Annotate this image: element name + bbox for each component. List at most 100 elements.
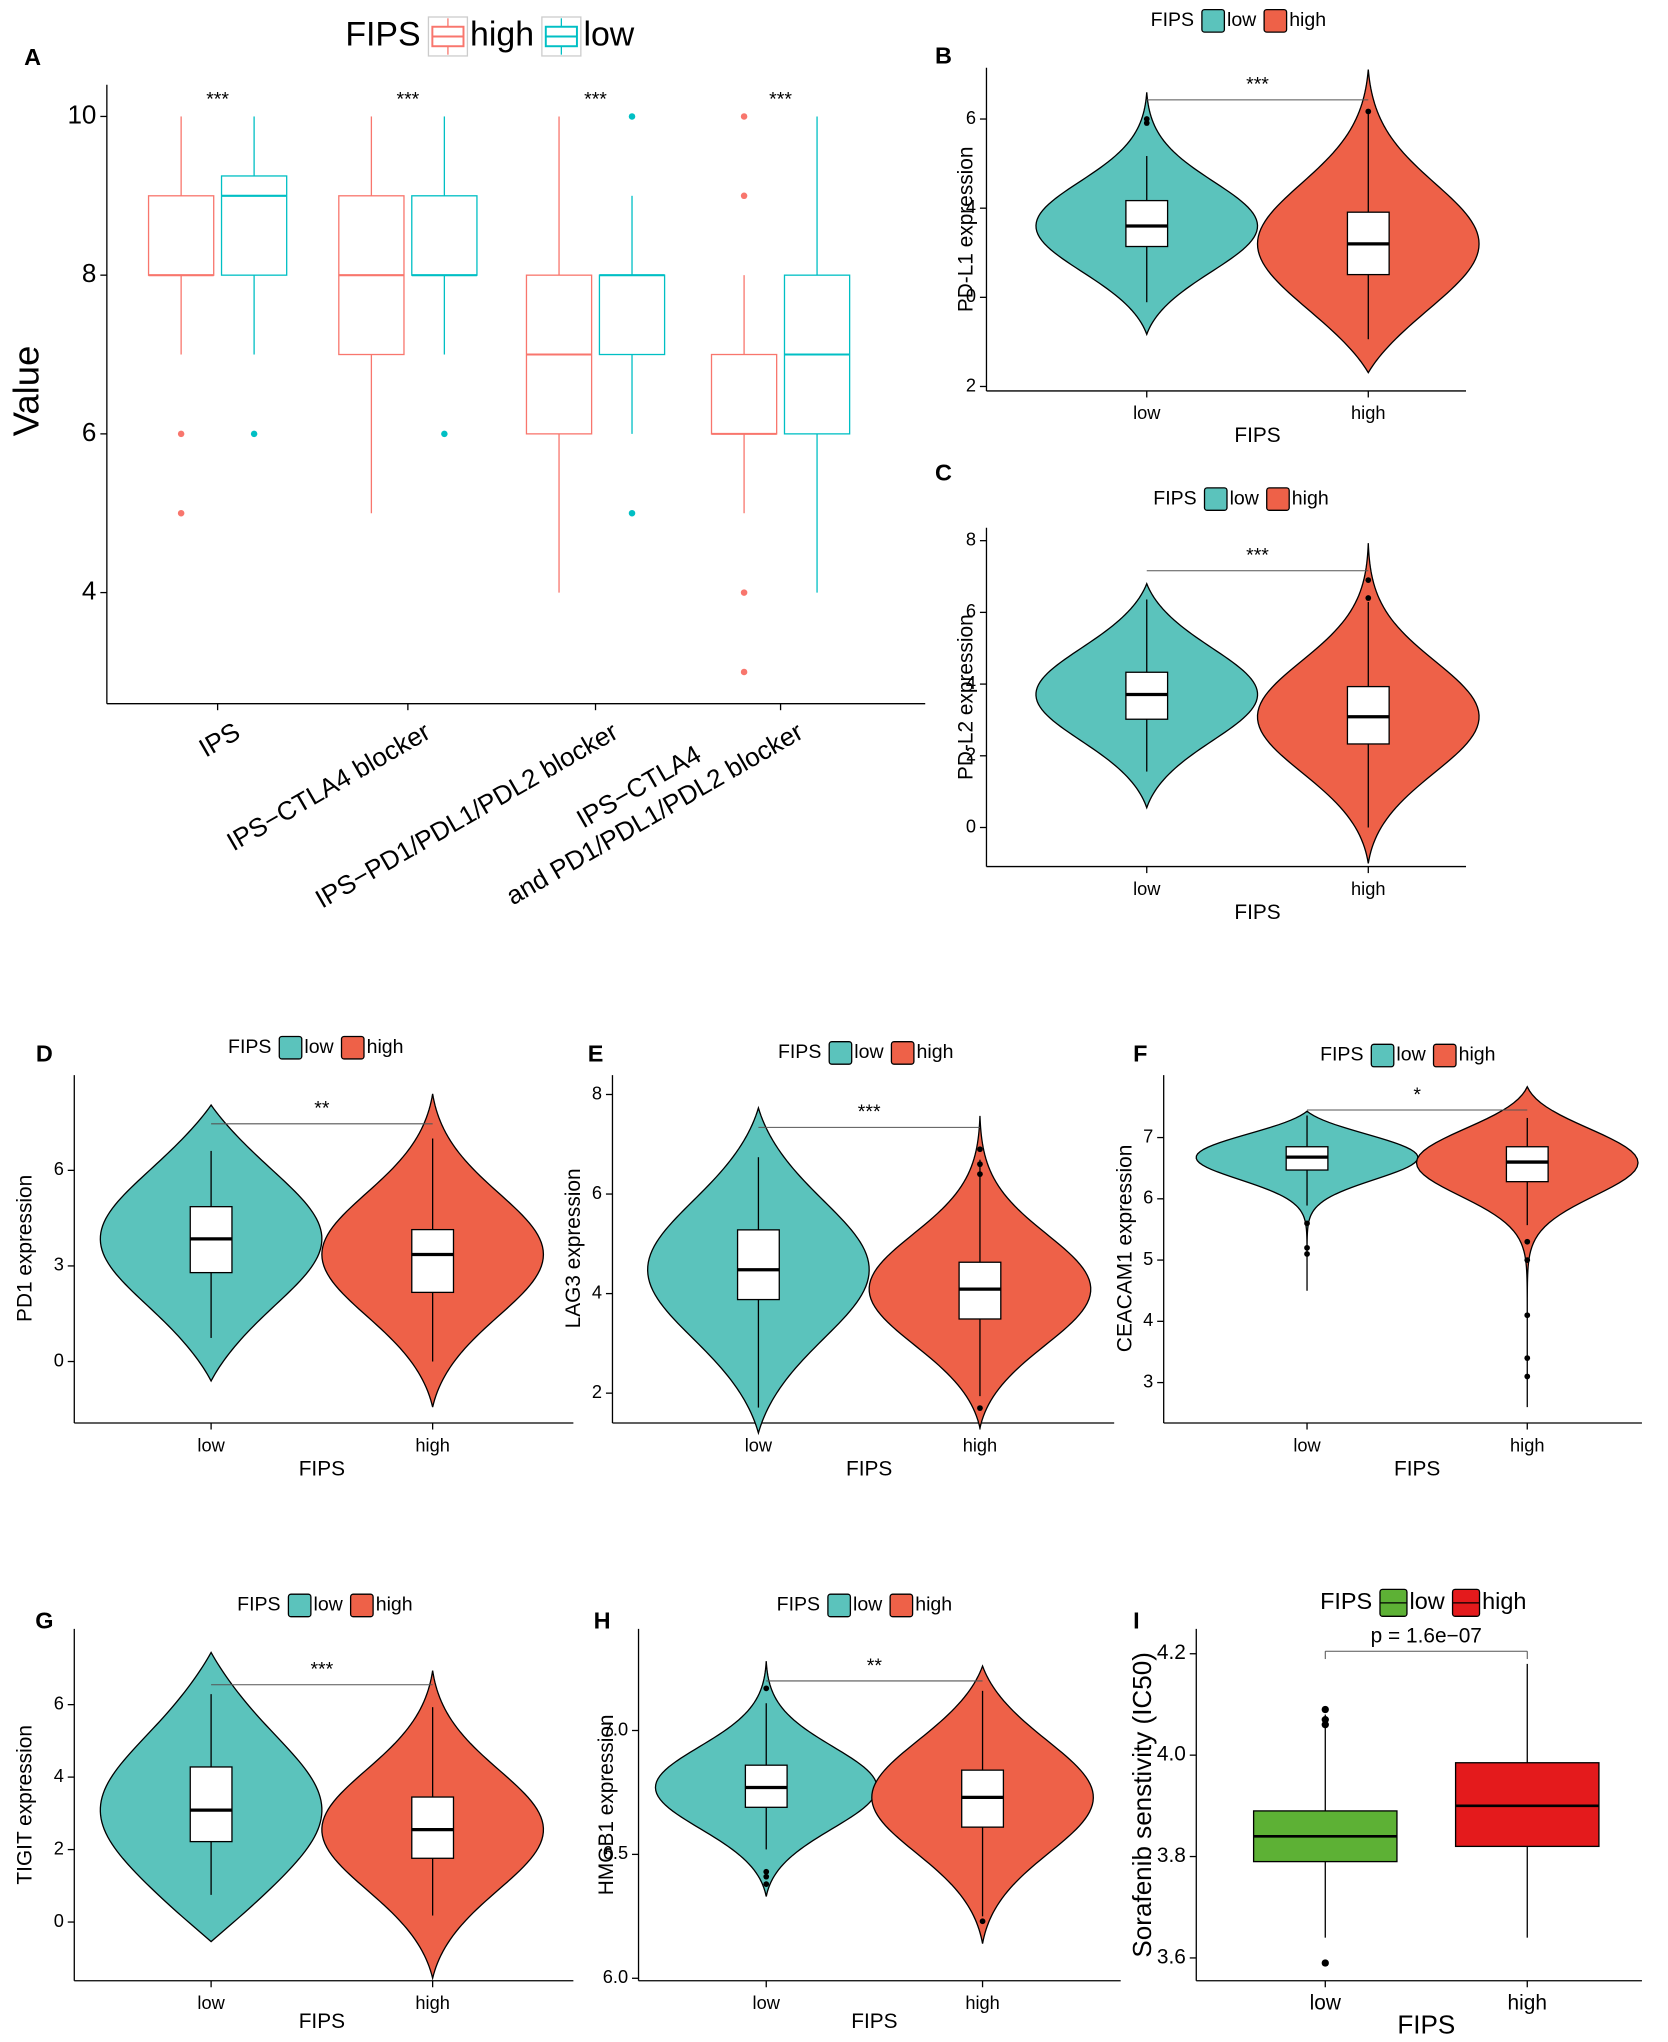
outlier xyxy=(1321,1716,1329,1724)
y-tick-label: 3 xyxy=(54,1254,64,1275)
x-tick-label: high xyxy=(1351,402,1385,423)
significance: ** xyxy=(314,1098,330,1120)
legend-title: FIPS xyxy=(1153,487,1196,509)
box xyxy=(598,274,666,356)
y-tick-label: 6.5 xyxy=(603,1842,628,1863)
outlier xyxy=(763,1873,770,1880)
significance: *** xyxy=(1246,545,1269,567)
legend-label: high xyxy=(367,1036,404,1058)
panel: C 0 2 4 6 8 PD-L2 expression FIPS FIPS low high low… xyxy=(935,460,1480,924)
legend-label: low xyxy=(313,1594,343,1616)
x-tick-label: high xyxy=(965,1992,999,2013)
y-tick-label: 4 xyxy=(966,196,976,217)
significance: *** xyxy=(1246,74,1269,96)
x-axis-label: FIPS xyxy=(1234,901,1280,924)
y-tick-label: 2 xyxy=(592,1381,602,1402)
x-tick-label: IPS xyxy=(194,716,245,763)
y-tick-label: 5 xyxy=(1143,1248,1153,1269)
x-tick-label: high xyxy=(1351,878,1385,899)
significance: *** xyxy=(584,88,607,110)
legend-label: low xyxy=(304,1036,334,1058)
outlier xyxy=(977,1171,983,1178)
x-tick-label: low xyxy=(745,1434,773,1455)
box xyxy=(1505,1146,1549,1183)
y-tick-label: 10 xyxy=(67,99,96,129)
y-axis-label: Value xyxy=(5,346,46,437)
y-tick-label: 7.0 xyxy=(603,1718,628,1739)
x-tick-label: low xyxy=(1133,878,1161,899)
x-axis-label: FIPS xyxy=(851,2010,897,2033)
legend-label: low xyxy=(1410,1588,1445,1614)
legend-key xyxy=(340,1035,365,1060)
y-tick-label: 6 xyxy=(54,1158,64,1179)
y-tick-label: 6 xyxy=(1143,1187,1153,1208)
box xyxy=(220,175,288,276)
legend-label: low xyxy=(583,15,634,53)
x-tick-label: high xyxy=(1508,1992,1547,2015)
legend-title: FIPS xyxy=(1151,9,1194,31)
panel-letter: G xyxy=(35,1608,53,1634)
x-axis-label: FIPS xyxy=(1394,1457,1440,1480)
legend-title: FIPS xyxy=(778,1041,821,1063)
outlier xyxy=(1365,108,1372,115)
x-axis-label: FIPS xyxy=(299,1457,345,1480)
outlier xyxy=(177,509,185,517)
legend-title: FIPS xyxy=(237,1594,280,1616)
x-axis-label: FIPS xyxy=(1234,424,1280,447)
legend-key xyxy=(1432,1043,1457,1068)
legend: FIPS low high xyxy=(1151,8,1326,33)
y-tick-label: 8 xyxy=(592,1082,602,1103)
legend-label: high xyxy=(1459,1044,1496,1066)
outlier xyxy=(763,1868,770,1875)
y-tick-label: 2 xyxy=(54,1837,64,1858)
legend-label: high xyxy=(1292,487,1329,509)
y-tick-label: 0 xyxy=(966,815,976,836)
panel-letter: D xyxy=(36,1041,53,1067)
y-tick-label: 6 xyxy=(82,417,97,447)
panel-letter: H xyxy=(594,1608,611,1634)
legend-key xyxy=(278,1035,303,1060)
outlier xyxy=(977,1405,983,1411)
outlier xyxy=(628,509,636,517)
panel: F 3 4 5 6 7 CEACAM1 expression FIPS FIPS low high l… xyxy=(1113,1041,1642,1480)
y-tick-label: 4 xyxy=(966,672,976,693)
outlier xyxy=(1143,116,1150,122)
legend: FIPS low high xyxy=(1320,1588,1526,1617)
x-axis-label: FIPS xyxy=(846,1457,892,1480)
legend-label: high xyxy=(376,1594,413,1616)
y-tick-label: 8 xyxy=(82,258,97,288)
legend-title: FIPS xyxy=(345,15,420,53)
outlier xyxy=(977,1161,983,1168)
x-tick-label: low xyxy=(1133,402,1161,423)
y-tick-label: 4 xyxy=(54,1765,64,1786)
outlier xyxy=(1304,1220,1310,1227)
y-tick-label: 4 xyxy=(592,1281,602,1302)
outlier xyxy=(177,430,185,438)
y-tick-label: 8 xyxy=(966,528,976,549)
legend-key xyxy=(889,1593,914,1618)
y-tick-label: 0 xyxy=(54,1910,64,1931)
legend-label: high xyxy=(917,1041,954,1063)
box xyxy=(411,195,478,276)
legend-label: low xyxy=(1396,1044,1426,1066)
legend-key xyxy=(349,1593,374,1618)
x-tick-label: high xyxy=(415,1992,449,2013)
legend-label: high xyxy=(915,1594,952,1616)
significance: *** xyxy=(769,88,792,110)
y-tick-label: 4.0 xyxy=(1157,1743,1186,1766)
box xyxy=(411,1228,455,1294)
y-tick-label: 4.2 xyxy=(1157,1641,1186,1664)
panel-letter: B xyxy=(935,43,952,69)
x-tick-label: high xyxy=(415,1434,449,1455)
y-tick-label: 6 xyxy=(966,107,976,128)
panel-letter: A xyxy=(24,44,41,70)
x-tick-label: low xyxy=(1310,1992,1342,2015)
outlier xyxy=(763,1685,770,1692)
panel: G 0 2 4 6 TIGIT expression FIPS FIPS low high low h… xyxy=(14,1593,574,2033)
outlier xyxy=(1365,577,1372,583)
significance: * xyxy=(1413,1084,1421,1106)
violin xyxy=(1415,1085,1639,1408)
